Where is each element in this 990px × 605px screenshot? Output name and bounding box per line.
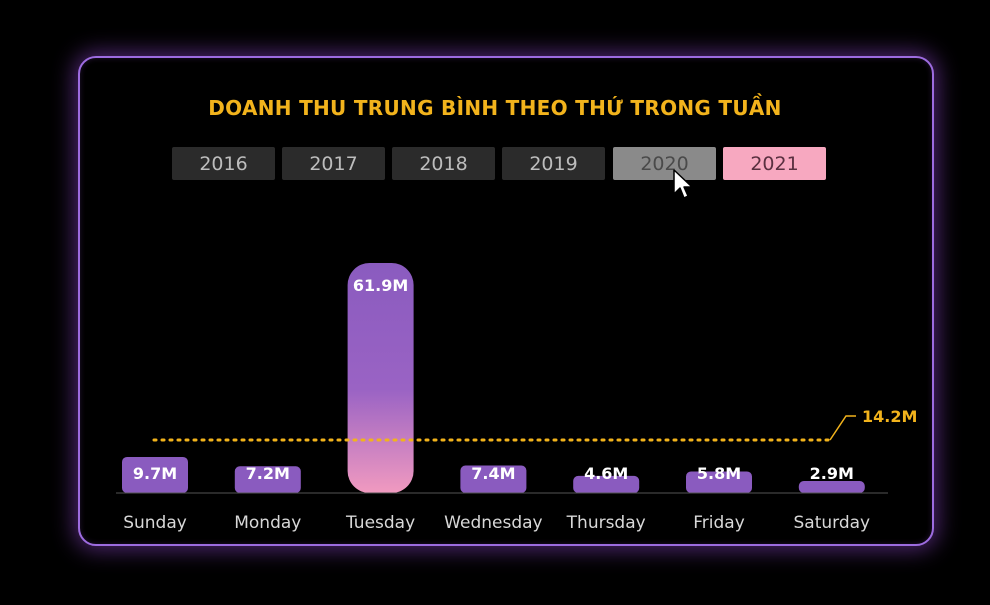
bar-tuesday[interactable] <box>347 263 414 493</box>
year-tab-2017[interactable]: 2017 <box>282 147 385 180</box>
bar-thursday[interactable] <box>573 475 640 493</box>
average-layer: 14.2M <box>152 407 917 442</box>
x-tick-label-friday: Friday <box>693 513 745 533</box>
mouse-pointer-icon <box>673 169 693 199</box>
average-label: 14.2M <box>862 407 917 426</box>
data-label-saturday: 2.9M <box>810 464 854 483</box>
x-tick-label-wednesday: Wednesday <box>444 513 542 533</box>
bar-friday[interactable] <box>686 471 752 493</box>
x-tick-label-tuesday: Tuesday <box>345 513 415 533</box>
x-tick-label-sunday: Sunday <box>123 513 187 533</box>
x-tick-label-monday: Monday <box>234 513 301 533</box>
year-tab-2021[interactable]: 2021 <box>723 147 826 180</box>
chart-title: DOANH THU TRUNG BÌNH THEO THỨ TRONG TUẦN <box>208 96 782 120</box>
x-tick-label-thursday: Thursday <box>566 513 646 533</box>
year-tab-2020[interactable]: 2020 <box>613 147 716 180</box>
data-label-friday: 5.8M <box>697 464 741 483</box>
data-label-wednesday: 7.4M <box>471 464 515 483</box>
bar-wednesday[interactable] <box>460 465 527 493</box>
bar-monday[interactable] <box>234 466 301 493</box>
labels-layer: 9.7M Sunday 7.2M Monday 61.9M Tuesday 7.4M Wedn… <box>123 276 870 533</box>
year-tab-2018[interactable]: 2018 <box>392 147 495 180</box>
chart-card <box>78 56 934 546</box>
year-tab-2019[interactable]: 2019 <box>502 147 605 180</box>
bars-layer <box>122 263 865 493</box>
data-label-thursday: 4.6M <box>584 464 628 483</box>
bar-saturday[interactable] <box>798 481 865 493</box>
x-tick-label-saturday: Saturday <box>793 513 870 533</box>
year-tab-2016[interactable]: 2016 <box>172 147 275 180</box>
data-label-monday: 7.2M <box>246 464 290 483</box>
bar-sunday[interactable] <box>122 456 188 493</box>
data-label-tuesday: 61.9M <box>353 276 408 295</box>
data-label-sunday: 9.7M <box>133 464 177 483</box>
average-leader-line <box>829 415 856 441</box>
